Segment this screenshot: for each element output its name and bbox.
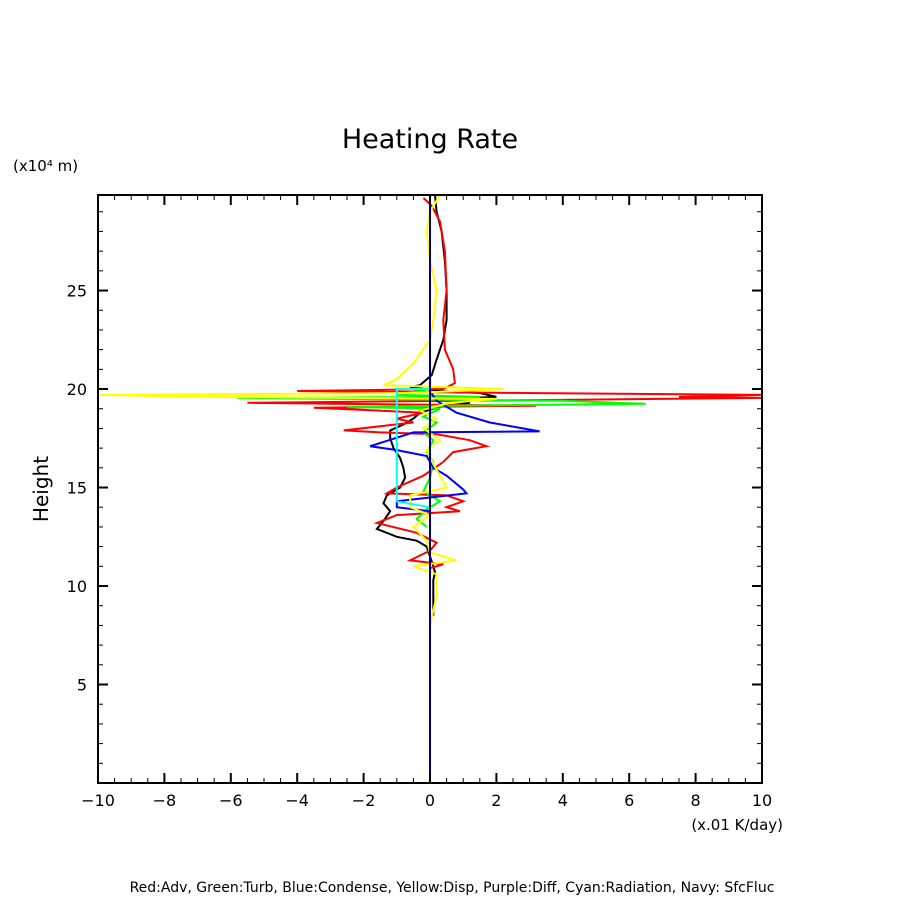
plot-frame [97,194,763,784]
series-red [247,197,762,570]
legend-text: Red:Adv, Green:Turb, Blue:Condense, Yell… [130,880,775,896]
chart-title: Heating Rate [342,124,518,155]
x-tick-label: 6 [624,791,634,810]
x-tick-label: 2 [491,791,501,810]
x-tick-label: −6 [219,791,243,810]
x-tick-label: 8 [691,791,701,810]
x-tick-label: 4 [558,791,568,810]
y-tick-label: 15 [67,479,87,498]
x-tick-labels: −10 −8 −6 −4 −2 0 2 4 6 8 10 [81,791,772,810]
y-tick-label: 20 [67,380,87,399]
x-unit-label: (x.01 K/day) [691,816,783,834]
series-layer [98,195,762,783]
x-tick-label: 0 [425,791,435,810]
x-tick-label: −10 [81,791,115,810]
x-tick-label: 10 [752,791,772,810]
y-tick-labels: 5 10 15 20 25 [67,282,87,695]
y-tick-label: 5 [77,676,87,695]
x-tick-label: −8 [153,791,177,810]
series-cyan [395,388,431,509]
y-tick-label: 25 [67,282,87,301]
series-yellow [98,195,504,636]
x-tick-label: −4 [285,791,309,810]
series-green [237,388,646,528]
y-tick-label: 10 [67,577,87,596]
y-unit-label: (x10⁴ m) [13,157,78,175]
y-axis-label: Height [29,456,53,522]
x-tick-label: −2 [352,791,376,810]
